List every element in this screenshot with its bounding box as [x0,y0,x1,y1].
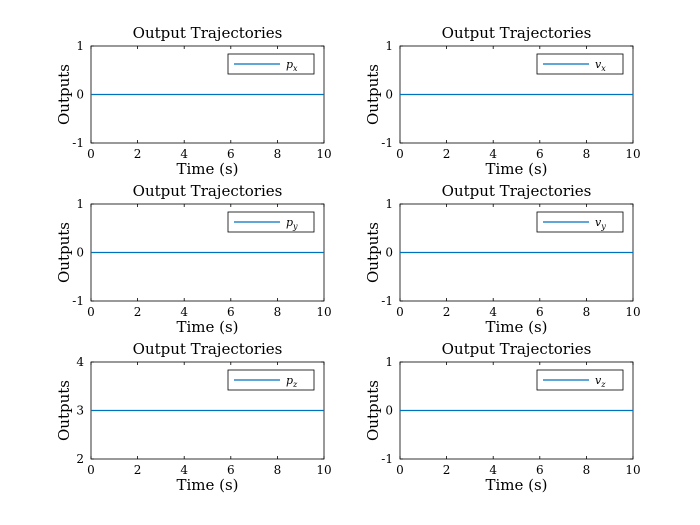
x-tick-label: 2 [134,305,142,319]
y-tick-label: 2 [76,452,84,466]
subplot-title: Output Trajectories [133,340,283,358]
y-tick-label: -1 [72,294,84,308]
x-tick-label: 8 [274,147,282,161]
x-tick-label: 0 [87,147,95,161]
subplot-title: Output Trajectories [442,182,592,200]
x-tick-label: 6 [536,305,544,319]
x-tick-label: 4 [180,147,188,161]
y-tick-label: 0 [76,246,84,260]
x-tick-label: 8 [274,305,282,319]
y-tick-label: 1 [385,39,393,53]
x-tick-label: 2 [134,463,142,477]
x-tick-label: 6 [536,463,544,477]
x-tick-label: 4 [180,463,188,477]
x-tick-label: 10 [316,147,331,161]
y-tick-label: 1 [385,197,393,211]
x-tick-label: 2 [443,305,451,319]
y-tick-label: 1 [76,39,84,53]
legend-label: pz [286,374,298,389]
x-tick-label: 10 [625,463,640,477]
x-axis-label: Time (s) [176,160,238,178]
legend: vz [536,369,624,391]
y-tick-label: 3 [76,404,84,418]
legend: py [227,211,315,233]
x-tick-label: 4 [489,463,497,477]
x-tick-label: 10 [625,305,640,319]
y-tick-label: -1 [381,294,393,308]
legend-label: vx [595,58,606,73]
y-tick-label: -1 [72,136,84,150]
subplot-title: Output Trajectories [442,24,592,42]
y-tick-label: -1 [381,452,393,466]
x-tick-label: 0 [87,305,95,319]
x-tick-label: 6 [227,463,235,477]
y-axis-label: Outputs [55,222,73,283]
x-tick-label: 10 [625,147,640,161]
y-axis-label: Outputs [55,380,73,441]
y-tick-label: 4 [76,355,84,369]
y-axis-label: Outputs [364,380,382,441]
x-tick-label: 8 [583,147,591,161]
legend-label: vz [595,374,606,389]
x-axis-label: Time (s) [176,318,238,336]
y-axis-label: Outputs [55,64,73,125]
subplot-title: Output Trajectories [133,24,283,42]
x-tick-label: 10 [316,463,331,477]
legend-label: py [286,216,298,231]
x-tick-label: 8 [583,305,591,319]
x-tick-label: 6 [227,305,235,319]
y-tick-label: 1 [76,197,84,211]
x-tick-label: 8 [274,463,282,477]
y-tick-label: -1 [381,136,393,150]
y-tick-label: 0 [76,88,84,102]
x-tick-label: 4 [180,305,188,319]
x-tick-label: 6 [227,147,235,161]
legend-label: px [286,58,298,73]
y-tick-label: 0 [385,88,393,102]
y-axis-label: Outputs [364,222,382,283]
x-tick-label: 10 [316,305,331,319]
x-tick-label: 2 [134,147,142,161]
x-axis-label: Time (s) [485,318,547,336]
y-tick-label: 0 [385,404,393,418]
legend: pz [227,369,315,391]
x-tick-label: 2 [443,463,451,477]
x-axis-label: Time (s) [485,160,547,178]
x-axis-label: Time (s) [176,476,238,494]
x-axis-label: Time (s) [485,476,547,494]
legend: vy [536,211,624,233]
y-tick-label: 0 [385,246,393,260]
x-tick-label: 0 [396,463,404,477]
x-tick-label: 8 [583,463,591,477]
legend-label: vy [595,216,606,231]
subplot-title: Output Trajectories [133,182,283,200]
legend: px [227,53,315,75]
x-tick-label: 6 [536,147,544,161]
y-tick-label: 1 [385,355,393,369]
subplot-title: Output Trajectories [442,340,592,358]
x-tick-label: 0 [396,305,404,319]
x-tick-label: 2 [443,147,451,161]
x-tick-label: 4 [489,147,497,161]
legend: vx [536,53,624,75]
x-tick-label: 0 [396,147,404,161]
x-tick-label: 4 [489,305,497,319]
y-axis-label: Outputs [364,64,382,125]
x-tick-label: 0 [87,463,95,477]
